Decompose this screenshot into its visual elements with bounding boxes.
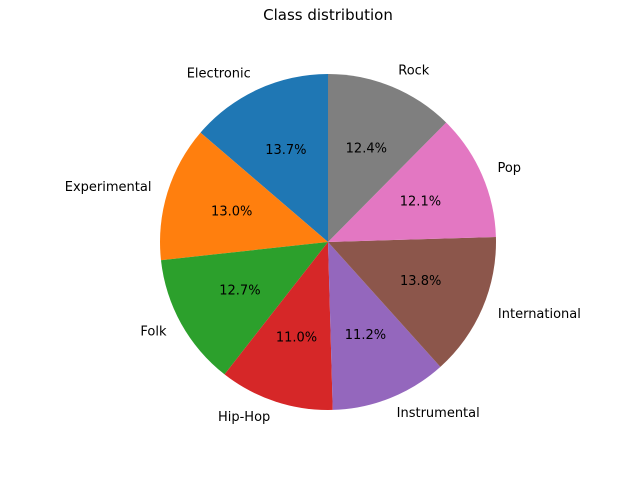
slice-label-experimental: Experimental: [65, 180, 152, 195]
slice-percent-folk: 12.7%: [219, 284, 260, 299]
slice-percent-hip-hop: 11.0%: [276, 330, 317, 345]
slice-label-pop: Pop: [497, 161, 521, 176]
pie-slice-pop: [328, 122, 496, 242]
slice-percent-international: 13.8%: [400, 274, 441, 289]
pie-slice-international: [328, 236, 497, 367]
pie-slices: [160, 74, 497, 410]
pie-slice-folk: [160, 242, 328, 375]
slice-percent-experimental: 13.0%: [211, 205, 252, 220]
slice-label-folk: Folk: [140, 324, 167, 339]
slice-percent-pop: 12.1%: [400, 194, 441, 209]
slice-percent-rock: 12.4%: [346, 141, 387, 156]
pie-slice-hip-hop: [224, 242, 333, 410]
slice-label-electronic: Electronic: [187, 67, 251, 82]
pie-slice-rock: [328, 74, 447, 242]
pie-slice-experimental: [160, 132, 328, 261]
slice-percent-instrumental: 11.2%: [345, 328, 386, 343]
slice-percent-electronic: 13.7%: [265, 143, 306, 158]
pie-slice-instrumental: [328, 242, 441, 410]
slice-label-international: International: [498, 307, 581, 322]
chart-title: Class distribution: [263, 6, 393, 24]
pie-labels: Electronic 13.7% Experimental 13.0% Folk 12.7…: [65, 64, 581, 425]
slice-label-instrumental: Instrumental: [397, 406, 480, 421]
slice-label-rock: Rock: [398, 64, 430, 79]
slice-label-hip-hop: Hip-Hop: [218, 410, 270, 425]
pie-slice-electronic: [200, 74, 328, 242]
